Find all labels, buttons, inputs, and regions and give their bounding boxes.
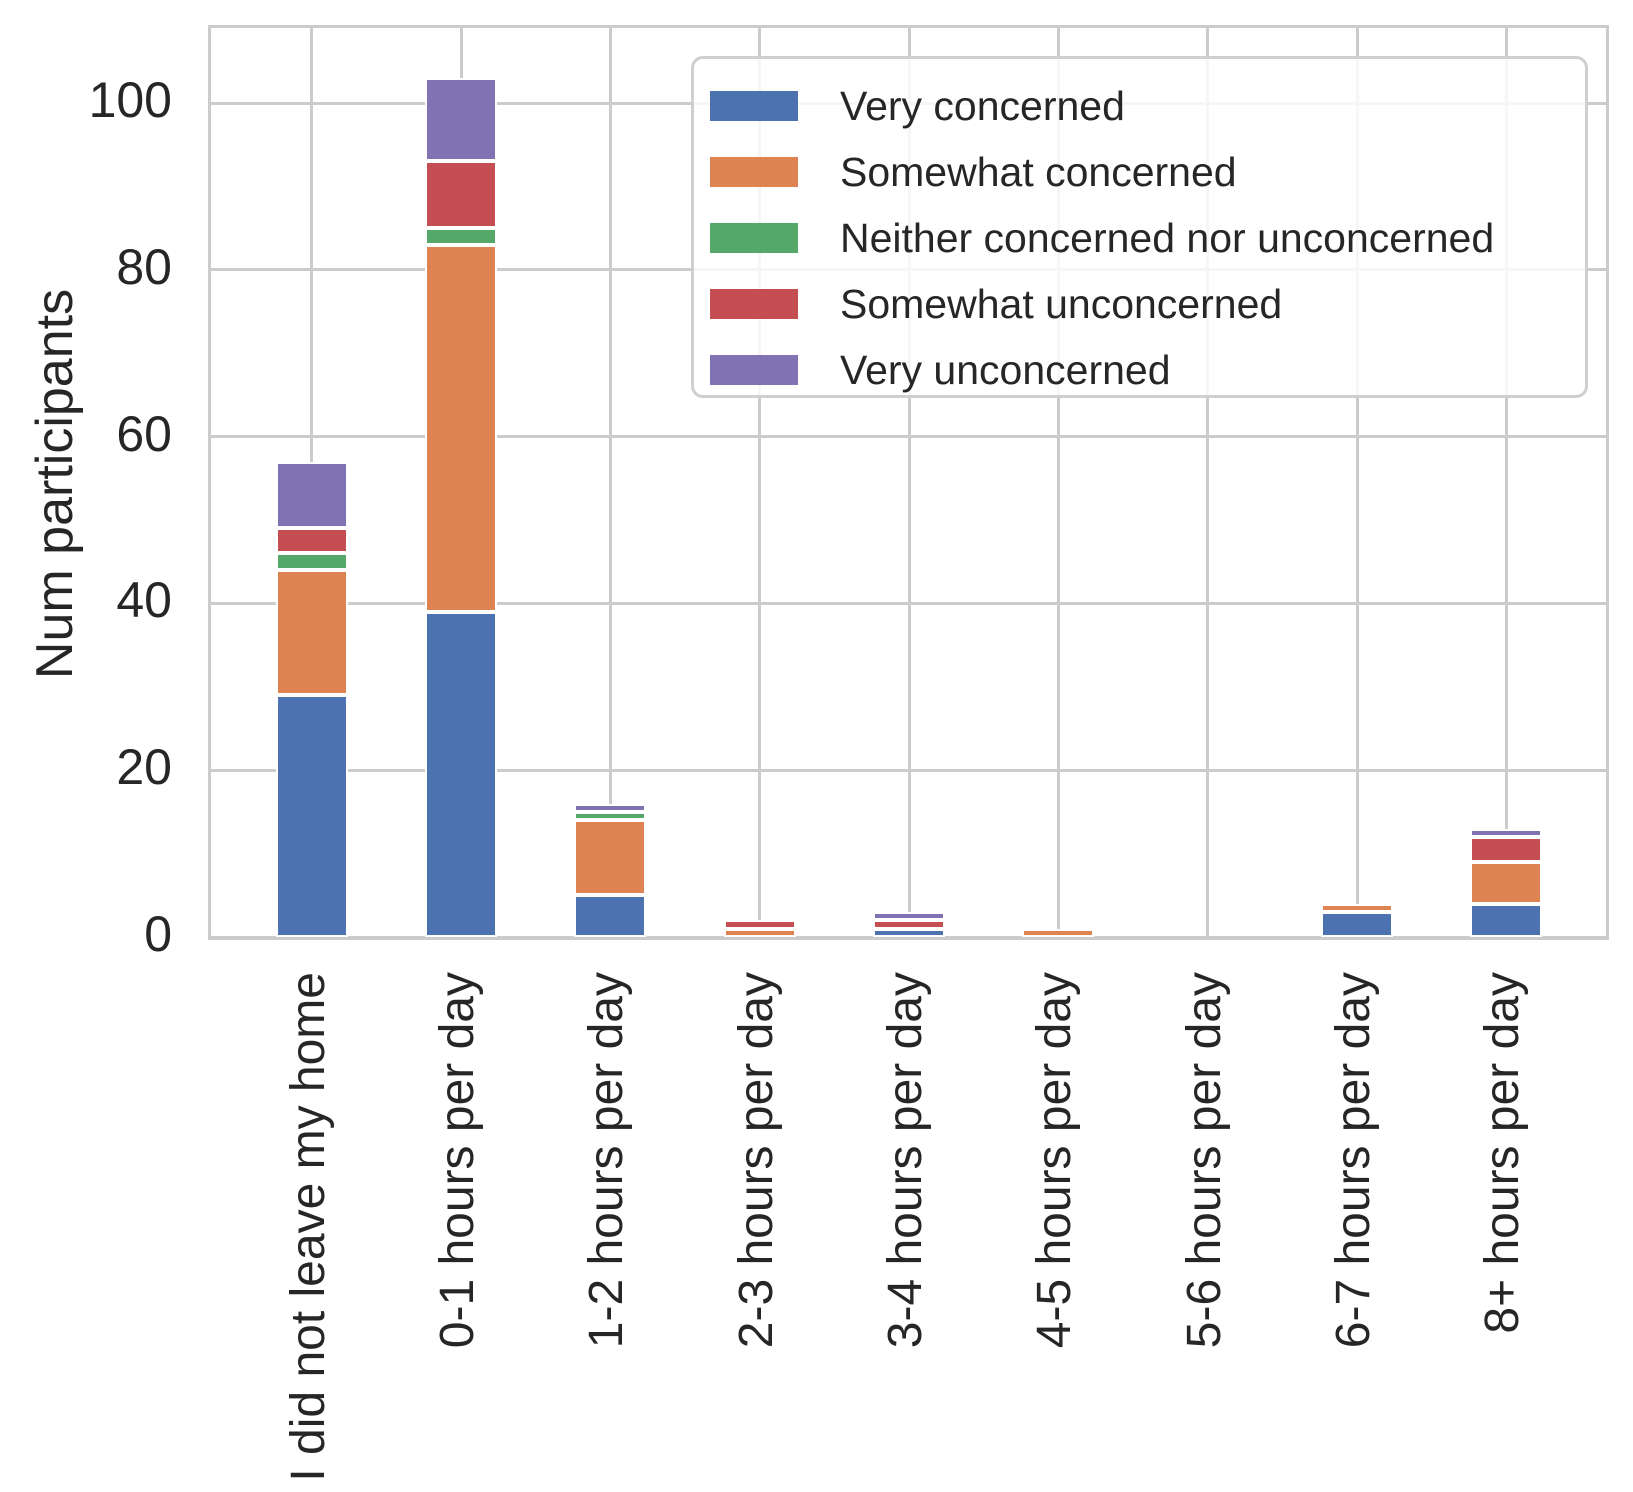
bar-segment: [275, 570, 348, 696]
gridline-horizontal: [211, 935, 1606, 939]
bar-segment: [1321, 903, 1393, 912]
legend-label: Somewhat concerned: [840, 148, 1237, 195]
legend-label: Very unconcerned: [840, 346, 1171, 393]
legend-swatch-icon: [710, 355, 798, 385]
x-tick-label: 3-4 hours per day: [879, 972, 932, 1349]
y-tick-label: 0: [144, 906, 172, 962]
y-axis-label: Num participants: [26, 288, 84, 680]
legend-swatch-icon: [710, 91, 798, 121]
bar-segment: [1321, 911, 1393, 937]
legend-swatch-icon: [710, 157, 798, 187]
gridline-vertical: [1206, 28, 1210, 937]
legend-label: Neither concerned nor unconcerned: [840, 214, 1495, 261]
legend-label: Somewhat unconcerned: [840, 280, 1283, 327]
bar-segment: [425, 228, 497, 245]
y-tick-label: 100: [88, 72, 172, 129]
legend-label: Very concerned: [840, 82, 1125, 129]
gridline-vertical: [907, 28, 911, 937]
bar-segment: [723, 920, 796, 929]
bar-segment: [275, 528, 348, 554]
bar-segment: [1470, 836, 1543, 862]
plot-area: Very concerned Somewhat concerned Neither …: [208, 25, 1609, 940]
x-tick-label: 2-3 hours per day: [729, 972, 783, 1349]
gridline-vertical: [1056, 28, 1060, 937]
bar-segment: [425, 78, 497, 162]
stacked-bar: [425, 28, 497, 937]
y-tick-label: 20: [116, 739, 172, 796]
x-tick-label: 4-5 hours per day: [1028, 972, 1082, 1349]
stacked-bar: [873, 28, 945, 937]
stacked-bar: [723, 28, 796, 937]
stacked-bar: [275, 28, 348, 937]
bar-segment: [1470, 828, 1543, 837]
bar-segment: [574, 811, 647, 821]
bar-segment: [275, 695, 348, 937]
stacked-bar: [1321, 28, 1393, 937]
gridline-vertical: [1504, 28, 1508, 937]
x-tick-label: 6-7 hours per day: [1327, 972, 1380, 1349]
bar-segment: [1470, 903, 1543, 937]
x-tick-label: 0-1 hours per day: [431, 972, 484, 1349]
bar-segment: [275, 461, 348, 529]
bar-segment: [425, 611, 497, 937]
bar-segment: [873, 928, 945, 937]
y-tick-label: 80: [116, 238, 172, 295]
legend-row: Very concerned: [710, 73, 1585, 139]
legend-swatch-icon: [710, 223, 798, 253]
y-tick-label: 60: [116, 405, 172, 462]
bar-segment: [723, 928, 796, 937]
bar-segment: [425, 244, 497, 612]
legend: Very concerned Somewhat concerned Neither …: [691, 56, 1588, 398]
x-tick-label: 5-6 hours per day: [1177, 972, 1231, 1349]
stacked-bar: [1470, 28, 1543, 937]
legend-row: Somewhat unconcerned: [710, 271, 1585, 337]
bar-segment: [1470, 861, 1543, 904]
x-tick-label: 8+ hours per day: [1476, 972, 1530, 1334]
bar-segment: [873, 912, 945, 921]
legend-swatch-icon: [710, 289, 798, 319]
gridline-vertical: [758, 28, 762, 937]
bar-segment: [574, 803, 647, 812]
legend-row: Very unconcerned: [710, 337, 1585, 403]
x-tick-label: I did not leave my home: [281, 972, 335, 1482]
gridline-vertical: [608, 28, 612, 937]
legend-row: Neither concerned nor unconcerned: [710, 205, 1585, 271]
x-tick-label: 1-2 hours per day: [580, 972, 634, 1349]
bar-segment: [574, 895, 647, 937]
bar-segment: [1022, 928, 1095, 937]
stacked-bar: [1022, 28, 1095, 937]
y-tick-label: 40: [116, 572, 172, 629]
gridline-vertical: [1355, 28, 1359, 937]
bar-segment: [574, 820, 647, 896]
bar-segment: [425, 161, 497, 229]
bar-segment: [873, 920, 945, 929]
legend-row: Somewhat concerned: [710, 139, 1585, 205]
stacked-bar: [574, 28, 647, 937]
bar-segment: [275, 553, 348, 571]
